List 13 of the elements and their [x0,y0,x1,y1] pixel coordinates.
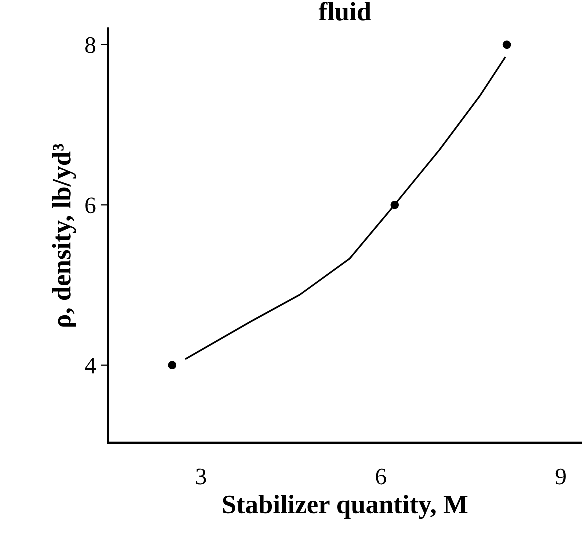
point [502,40,512,50]
y-tick-label: 4 [85,358,96,374]
y-tick-label: 8 [86,37,96,54]
point [168,361,177,370]
line-series [185,56,506,360]
x-tick-label: 9 [556,468,566,485]
x-tick-label: 6 [376,468,386,485]
y-axis-title: ρ, density, lb/yd³ [52,144,76,327]
x-tick-label: 3 [196,468,206,485]
point [390,200,400,210]
y-tick-label: 6 [86,198,96,214]
chart-title: fluid [318,2,372,21]
x-axis-title: Stabilizer quantity, M [223,495,468,520]
